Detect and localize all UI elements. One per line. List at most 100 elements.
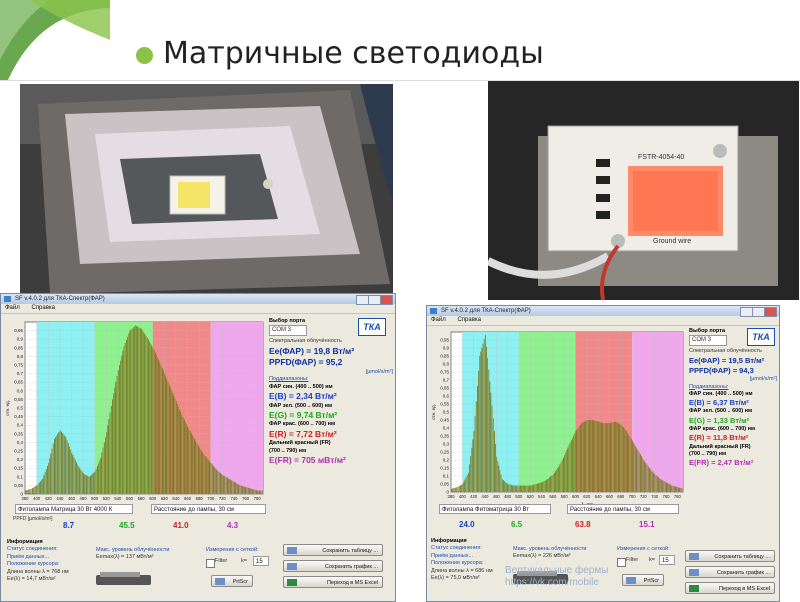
y-tick-label: 0,3: [17, 440, 24, 445]
far-red-value: E(FR) = 705 мВт/м²: [269, 455, 393, 466]
y-tick-label: 0,05: [14, 483, 23, 488]
distance-field[interactable]: Расстояние до лампы, 30 см: [151, 504, 266, 514]
far-red-range: (700 .. 790) нм: [269, 448, 393, 455]
x-tick-label: 780: [254, 496, 262, 501]
x-tick-label: 580: [138, 496, 146, 501]
prtscr-button[interactable]: PrtScr: [211, 575, 253, 587]
y-tick-label: 0,7: [443, 378, 450, 383]
x-tick-label: 540: [538, 494, 546, 499]
save-table-button[interactable]: Сохранить таблицу ...: [685, 550, 775, 562]
cursor-ee: Ee(λ) = 14,7 мВт/м²: [7, 576, 87, 583]
y-tick-label: 0,05: [440, 482, 449, 487]
y-tick-label: 0,35: [14, 431, 23, 436]
y-tick-label: 0,5: [443, 410, 450, 415]
k-input[interactable]: 15: [659, 555, 675, 565]
photo-floodlight-led-matrix: [20, 84, 393, 301]
y-tick-label: 0,55: [14, 397, 23, 402]
far-red-label: Дальний красный (FR): [269, 440, 393, 447]
camera-icon: [215, 578, 225, 585]
status-label: Статус соединения:: [7, 546, 87, 553]
y-tick-label: 0,15: [14, 466, 23, 471]
save-icon: [287, 547, 297, 554]
ppfd-green: 6.5: [511, 520, 522, 529]
x-tick-label: 480: [80, 496, 88, 501]
photo-red-cob-led: FSTR-4054-40 Ground wire: [488, 81, 799, 300]
y-tick-label: 0,15: [440, 466, 449, 471]
excel-button[interactable]: Переход в MS Excel: [283, 576, 383, 588]
x-tick-label: 540: [114, 496, 122, 501]
x-tick-label: 640: [172, 496, 180, 501]
ppfd-far-red: 15.1: [639, 520, 655, 529]
y-tick-label: 0,4: [17, 423, 24, 428]
excel-button[interactable]: Переход в MS Excel: [685, 582, 775, 594]
lamp-name-field[interactable]: Фитолампа Матрица 30 Вт 4000 К: [15, 504, 133, 514]
camera-icon: [626, 577, 636, 584]
distance-field[interactable]: Расстояние до лампы, 30 см: [567, 504, 679, 514]
y-tick-label: 0,85: [440, 354, 449, 359]
subranges-label: Поддиапазоны:: [269, 376, 393, 383]
blue-band-value: E(B) = 6,37 Вт/м²: [689, 398, 777, 408]
port-select[interactable]: COM 3: [269, 325, 307, 336]
max-label: Макс. уровень облучённости: [96, 547, 191, 554]
y-tick-label: 0,45: [440, 418, 449, 423]
filter-checkbox[interactable]: [206, 559, 215, 568]
x-tick-label: 600: [149, 496, 157, 501]
filter-checkbox[interactable]: [617, 558, 626, 567]
blue-band-label: ФАР син. (400 .. 500) нм: [689, 391, 777, 398]
x-tick-label: 720: [640, 494, 648, 499]
green-band-label: ФАР зел. (500 .. 600) нм: [689, 408, 777, 415]
cursor-label: Положение курсора:: [431, 560, 509, 567]
save-chart-button[interactable]: Сохранить график ...: [685, 566, 775, 578]
close-button[interactable]: [764, 307, 777, 317]
status-label: Статус соединения:: [431, 545, 509, 552]
x-tick-label: 680: [196, 496, 204, 501]
y-tick-label: 0,25: [440, 450, 449, 455]
close-button[interactable]: [380, 295, 393, 305]
x-tick-label: 420: [470, 494, 478, 499]
y-tick-label: 0,9: [17, 337, 24, 342]
ee-par-value: Ee(ФАР) = 19,5 Вт/м²: [689, 356, 777, 366]
x-tick-label: 660: [184, 496, 192, 501]
blue-band-label: ФАР син. (400 .. 500) нм: [269, 384, 393, 391]
k-input[interactable]: 15: [253, 556, 269, 566]
y-tick-label: 0,2: [443, 458, 450, 463]
x-tick-label: 620: [161, 496, 169, 501]
cursor-ee: Ee(λ) = 75,0 мВт/м²: [431, 575, 509, 582]
grid-label: Измерения с сеткой:: [206, 547, 276, 554]
x-tick-label: 460: [68, 496, 76, 501]
x-tick-label: 740: [230, 496, 238, 501]
excel-icon: [689, 585, 699, 592]
cursor-wavelength: Длина волны λ = 686 нм: [431, 568, 509, 575]
tka-logo: ТКА: [358, 318, 386, 336]
green-band-label: ФАР зел. (500 .. 600) нм: [269, 403, 393, 410]
slide-title: Матричные светодиоды: [163, 36, 544, 71]
ppfd-value: PPFD(ФАР) = 95,2: [269, 357, 393, 368]
y-tick-label: 0,65: [440, 386, 449, 391]
app-icon: [4, 296, 11, 302]
y-tick-label: 0,6: [17, 388, 24, 393]
red-band-label: ФАР крас. (600 .. 700) нм: [269, 421, 393, 428]
menu-file[interactable]: Файл: [5, 305, 20, 311]
port-select[interactable]: COM 3: [689, 335, 727, 346]
spectral-label: Спектральная облучённость: [689, 348, 777, 355]
green-band-value: E(G) = 9,74 Вт/м²: [269, 410, 393, 421]
x-tick-label: 780: [674, 494, 682, 499]
y-tick-label: 0,35: [440, 434, 449, 439]
y-tick-label: 0,3: [443, 442, 450, 447]
spectral-label: Спектральная облучённость: [269, 338, 393, 345]
board-label-bottom: Ground wire: [653, 238, 691, 245]
x-tick-label: 500: [91, 496, 99, 501]
ppfd-value: PPFD(ФАР) = 94,3: [689, 366, 777, 376]
save-chart-button[interactable]: Сохранить график ...: [283, 560, 383, 572]
menu-help[interactable]: Справка: [31, 305, 55, 311]
menu-file[interactable]: Файл: [431, 317, 446, 323]
x-tick-label: 700: [629, 494, 637, 499]
menu-help[interactable]: Справка: [457, 317, 481, 323]
blue-band-value: E(B) = 2,34 Вт/м²: [269, 391, 393, 402]
prtscr-button[interactable]: PrtScr: [622, 574, 664, 586]
x-tick-label: 620: [583, 494, 591, 499]
lamp-name-field[interactable]: Фитолампа Фитоматрица 30 Вт: [439, 504, 551, 514]
x-tick-label: 740: [651, 494, 659, 499]
save-table-button[interactable]: Сохранить таблицу ...: [283, 544, 383, 556]
ppfd-unit: [µmol/s/m²]: [689, 376, 777, 383]
